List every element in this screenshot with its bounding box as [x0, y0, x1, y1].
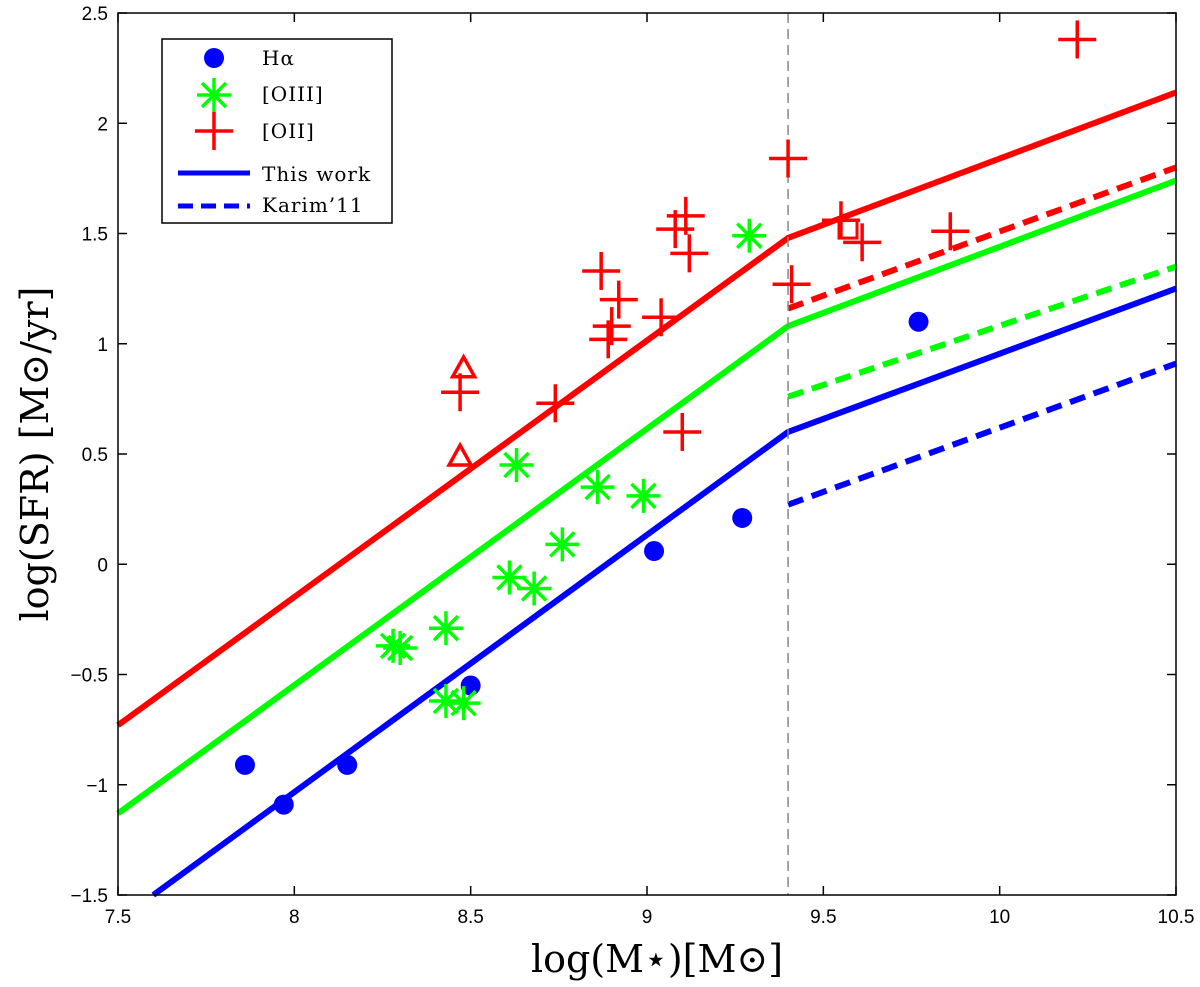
- point-plus-9: [670, 234, 709, 273]
- point-plus-2: [582, 251, 621, 290]
- fit-line-halpha-dashed: [787, 360, 1178, 508]
- point-plus-6: [642, 298, 681, 337]
- legend-label-oiii: [OIII]: [262, 82, 324, 106]
- point-plus-5: [599, 280, 638, 319]
- point-asterisk-1: [383, 631, 418, 666]
- y-axis-title: log(SFR) [M⊙/yr]: [13, 287, 57, 622]
- point-plus-0: [441, 373, 480, 412]
- point-triangle-0: [449, 353, 478, 379]
- point-plus-14: [843, 223, 882, 262]
- point-plus-10: [663, 412, 702, 451]
- y-tick-label-2: −0.5: [70, 666, 108, 687]
- data-points: [234, 20, 1097, 815]
- point-circle-6: [908, 311, 929, 332]
- legend: Hα [OIII] [OII] This work Karim’11: [161, 38, 393, 224]
- x-tick-label-5: 10: [989, 907, 1010, 928]
- x-tick-label-3: 9: [642, 907, 653, 928]
- x-tick-labels: 7.5 8 8.5 9 9.5 10 10.5: [105, 907, 1195, 928]
- point-triangle-1: [446, 441, 475, 467]
- point-plus-1: [536, 384, 575, 423]
- point-asterisk-7: [517, 571, 552, 606]
- legend-symbols: [178, 48, 250, 209]
- point-asterisk-10: [626, 478, 661, 513]
- legend-label-this-work: This work: [262, 162, 371, 186]
- point-plus-8: [666, 196, 705, 235]
- point-circle-4: [644, 541, 665, 562]
- y-tick-label-8: 2.5: [82, 4, 108, 25]
- y-tick-label-3: 0: [97, 555, 108, 576]
- x-tick-label-0: 7.5: [105, 907, 131, 928]
- point-asterisk-6: [499, 448, 534, 483]
- y-tick-labels: −1.5 −1 −0.5 0 0.5 1 1.5 2 2.5: [70, 4, 108, 907]
- legend-label-oii: [OII]: [262, 119, 315, 143]
- point-circle-0: [234, 754, 255, 775]
- point-asterisk-4: [446, 686, 481, 721]
- y-tick-label-7: 2: [97, 114, 108, 135]
- y-tick-label-4: 0.5: [82, 445, 108, 466]
- x-tick-label-4: 9.5: [810, 907, 836, 928]
- y-tick-label-6: 1.5: [82, 225, 108, 246]
- point-asterisk-0: [376, 628, 411, 663]
- point-square-0: [837, 218, 859, 240]
- point-plus-12: [772, 265, 811, 304]
- legend-symbol-asterisk: [197, 78, 231, 112]
- fit-line-oii-dashed: [787, 164, 1178, 312]
- y-tick-label-5: 1: [97, 335, 108, 356]
- point-asterisk-9: [580, 470, 615, 505]
- point-plus-11: [769, 139, 808, 178]
- legend-label-halpha: Hα: [262, 46, 295, 70]
- axis-ticks: [117, 12, 1177, 896]
- x-tick-label-6: 10.5: [1158, 907, 1195, 928]
- point-asterisk-5: [492, 560, 527, 595]
- point-plus-4: [592, 307, 631, 346]
- point-plus-15: [931, 212, 970, 251]
- y-tick-label-1: −1: [86, 776, 108, 797]
- point-asterisk-11: [732, 218, 767, 253]
- fit-line-oiii-dashed: [787, 263, 1177, 400]
- point-circle-3: [460, 675, 481, 696]
- point-circle-2: [337, 754, 358, 775]
- x-tick-label-2: 8.5: [457, 907, 483, 928]
- point-circle-5: [732, 507, 753, 528]
- x-axis-title: log(M⋆)[M⊙]: [531, 937, 783, 981]
- point-asterisk-8: [545, 527, 580, 562]
- legend-symbol-plus: [195, 112, 233, 150]
- point-asterisk-3: [428, 683, 463, 718]
- point-asterisk-2: [428, 611, 463, 646]
- legend-symbol-circle: [204, 48, 224, 68]
- point-plus-16: [1058, 20, 1097, 59]
- point-circle-1: [273, 794, 294, 815]
- x-tick-label-1: 8: [289, 907, 300, 928]
- y-tick-label-0: −1.5: [70, 886, 108, 907]
- legend-label-karim: Karim’11: [262, 193, 364, 217]
